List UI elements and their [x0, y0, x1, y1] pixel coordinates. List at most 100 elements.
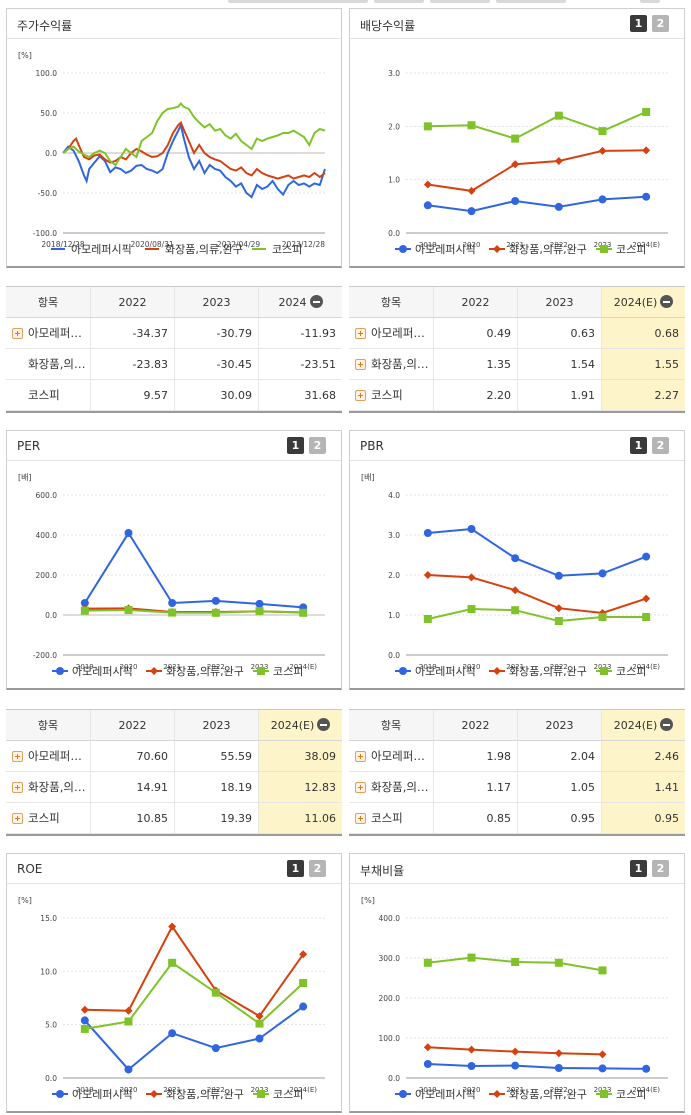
row-name-cell[interactable]: 아모레퍼… [349, 318, 433, 348]
minus-circle-icon[interactable] [317, 718, 331, 731]
row-name-cell[interactable]: 화장품,의… [6, 772, 90, 802]
view-2-button[interactable]: 2 [652, 860, 669, 877]
panel-title: 주가수익률 [17, 19, 73, 33]
table-header-row: 항목 2022 2023 2024(E) [349, 710, 685, 741]
row-name: 코스피 [371, 811, 403, 825]
x-tick-label: 2018/12/28 [41, 240, 84, 249]
row-name-cell[interactable]: 코스피 [349, 380, 433, 410]
row-name: 화장품,의… [371, 357, 429, 371]
series-line [427, 110, 647, 140]
x-tick-label: 2020 [463, 241, 481, 249]
x-tick-label: 2023/12/28 [282, 240, 325, 249]
view-2-button[interactable]: 2 [309, 437, 326, 454]
value-cell: -23.83 [90, 349, 174, 379]
value-cell: -34.37 [90, 318, 174, 348]
point-square-1 [467, 605, 476, 613]
view-1-button[interactable]: 1 [287, 437, 304, 454]
point-square-2 [511, 606, 520, 615]
y-tick-label: 200.0 [379, 994, 401, 1003]
point-square-5 [642, 107, 651, 116]
column-header-2024(E)[interactable]: 2024(E) [601, 287, 685, 317]
view-2-button[interactable]: 2 [652, 437, 669, 454]
plus-square-icon[interactable] [12, 782, 23, 793]
x-tick-label: 2022/04/29 [217, 240, 260, 249]
row-name-cell[interactable]: 코스피 [349, 803, 433, 833]
value-cell: 0.68 [601, 318, 685, 348]
point-circle-3 [554, 1064, 563, 1072]
legend-label-2: 화장품,의류,완구 [165, 243, 243, 256]
panel-header: 부채비율 1 2 [350, 854, 684, 884]
x-tick-label: 2020 [120, 1086, 138, 1094]
top-tab-3[interactable] [430, 0, 490, 3]
plus-square-icon[interactable] [355, 813, 366, 824]
row-name-cell: 화장품,의… [6, 349, 90, 379]
row-name-cell[interactable]: 코스피 [6, 803, 90, 833]
top-tab-2[interactable] [374, 0, 424, 3]
row-name-cell[interactable]: 화장품,의… [349, 349, 433, 379]
row-name-cell[interactable]: 화장품,의… [349, 772, 433, 802]
column-header-2024(E)[interactable]: 2024(E) [258, 710, 342, 740]
y-tick-label: 3.0 [388, 531, 400, 540]
column-header-2024(E)[interactable]: 2024(E) [601, 710, 685, 740]
point-diamond-5 [642, 146, 651, 155]
row-name: 아모레퍼… [28, 749, 82, 763]
view-1-button[interactable]: 1 [287, 860, 304, 877]
point-circle-0 [423, 201, 432, 210]
x-tick-label: 2019 [419, 663, 437, 671]
point-square-legend [257, 1090, 265, 1098]
series-1 [80, 1002, 308, 1074]
top-tab-1[interactable] [228, 0, 368, 3]
point-circle-1 [124, 529, 133, 537]
point-diamond-1 [467, 1045, 476, 1054]
point-circle-4 [255, 1034, 264, 1043]
legend-label-3: 코스피 [616, 243, 646, 256]
value-cell: 0.95 [601, 803, 685, 833]
row-name: 코스피 [28, 388, 60, 402]
table-row: 코스피 9.57 30.09 31.68 [6, 380, 342, 411]
minus-circle-icon[interactable] [660, 718, 674, 731]
view-2-button[interactable]: 2 [309, 860, 326, 877]
minus-circle-icon[interactable] [309, 295, 323, 308]
view-1-button[interactable]: 1 [630, 860, 647, 877]
column-header-2024[interactable]: 2024 [258, 287, 342, 317]
unit-label: [%] [18, 896, 32, 905]
series-3 [423, 953, 607, 975]
value-cell: 0.85 [433, 803, 517, 833]
x-tick-label: 2021 [163, 1086, 181, 1094]
view-1-button[interactable]: 1 [630, 15, 647, 32]
plus-square-icon[interactable] [355, 782, 366, 793]
point-diamond-4 [598, 1050, 607, 1059]
view-1-button[interactable]: 1 [630, 437, 647, 454]
top-tab-5[interactable] [640, 0, 660, 3]
point-circle-0 [423, 1060, 432, 1068]
legend-label-1: 아모레퍼시픽 [415, 243, 476, 256]
header-label: 2022 [461, 296, 490, 309]
plus-square-icon[interactable] [355, 359, 366, 370]
series-3 [423, 605, 651, 625]
column-header-2023: 2023 [517, 287, 601, 317]
value-cell: 0.49 [433, 318, 517, 348]
minus-circle-icon[interactable] [660, 295, 674, 308]
plus-square-icon[interactable] [355, 328, 366, 339]
row-name-cell[interactable]: 아모레퍼… [6, 741, 90, 771]
row-name: 화장품,의… [28, 780, 86, 794]
y-tick-label: 0.0 [45, 149, 57, 158]
view-2-button[interactable]: 2 [652, 15, 669, 32]
table-row: 화장품,의… 1.17 1.05 1.41 [349, 772, 685, 803]
legend-label-2: 화장품,의류,완구 [166, 665, 244, 678]
plus-square-icon[interactable] [355, 390, 366, 401]
top-tab-4[interactable] [496, 0, 566, 3]
row-name-cell[interactable]: 아모레퍼… [349, 741, 433, 771]
header-label: 2024 [278, 296, 307, 309]
plus-square-icon[interactable] [12, 751, 23, 762]
row-name-cell[interactable]: 아모레퍼… [6, 318, 90, 348]
plus-square-icon[interactable] [355, 751, 366, 762]
point-square-5 [299, 608, 308, 617]
table-row: 아모레퍼… 0.49 0.63 0.68 [349, 318, 685, 349]
point-square-4 [598, 966, 607, 975]
plus-square-icon[interactable] [12, 328, 23, 339]
y-tick-label: 300.0 [379, 954, 401, 963]
series-line [427, 574, 647, 615]
plus-square-icon[interactable] [12, 813, 23, 824]
point-diamond-3 [554, 1049, 563, 1058]
